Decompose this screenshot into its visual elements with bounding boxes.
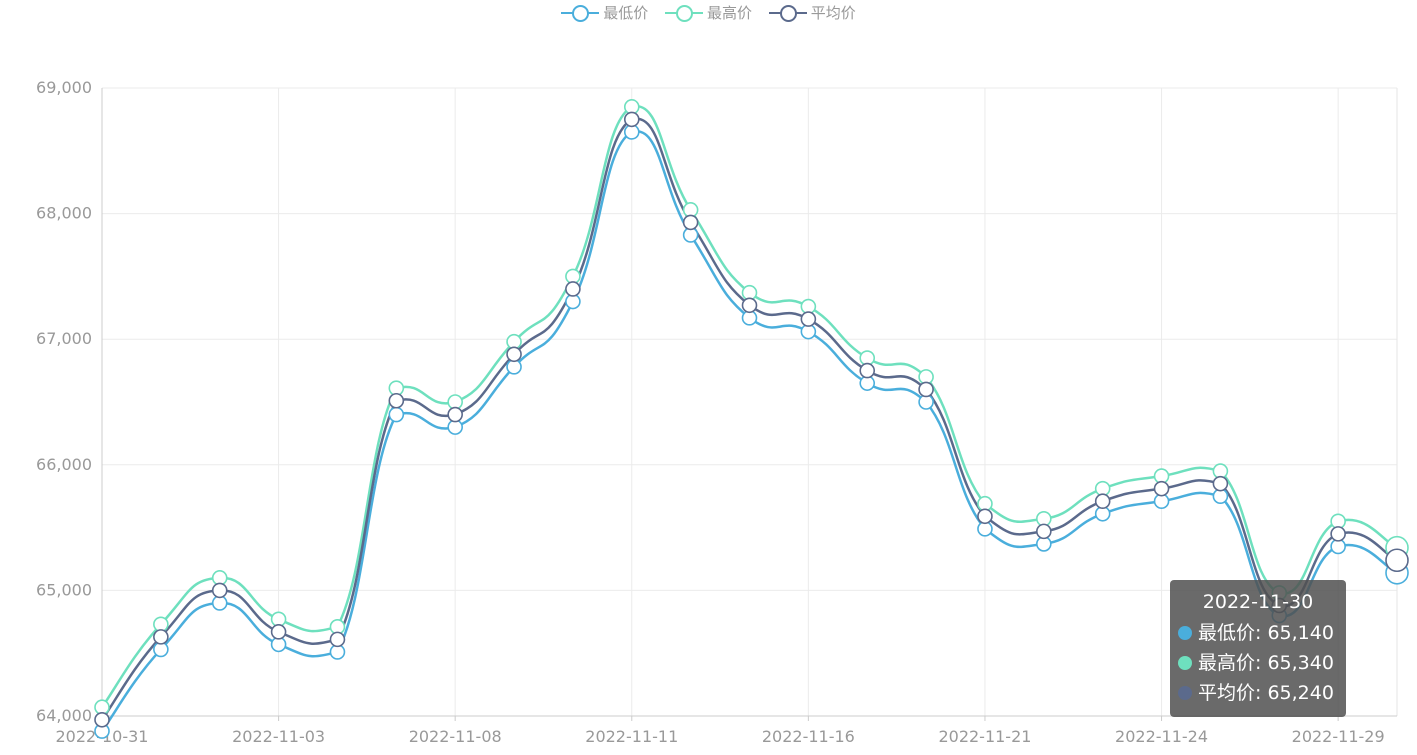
- data-point-avg[interactable]: [94, 711, 110, 728]
- data-point-avg[interactable]: [506, 346, 522, 363]
- legend-symbol-min: [561, 3, 600, 23]
- data-point-avg[interactable]: [800, 311, 817, 327]
- legend-symbol-max: [664, 3, 703, 23]
- data-point-avg[interactable]: [153, 629, 169, 645]
- data-point-avg[interactable]: [1212, 475, 1229, 492]
- tooltip-text-avg: 平均价: 65,240: [1198, 682, 1334, 704]
- chart-legend: 最低价 最高价 平均价: [0, 2, 1417, 27]
- series-points: [94, 99, 1409, 739]
- data-point-avg[interactable]: [329, 631, 346, 648]
- tooltip-row-max: 最高价: 65,340: [1178, 648, 1346, 678]
- data-point-avg[interactable]: [1094, 493, 1111, 510]
- x-tick-label: 2022-11-08: [409, 727, 502, 746]
- axes: 64,000 65,000 66,000 67,000 68,000 69,000 2022…: [36, 78, 1397, 746]
- data-point-avg[interactable]: [977, 508, 993, 525]
- data-point-avg[interactable]: [1153, 480, 1170, 497]
- chart-tooltip: 2022-11-30 最低价: 65,140 最高价: 65,340 平均价: …: [1170, 580, 1346, 717]
- legend-item-avg[interactable]: 平均价: [768, 2, 856, 23]
- y-tick-label: 66,000: [36, 455, 92, 474]
- tooltip-title: 2022-11-30: [1202, 591, 1314, 613]
- tooltip-dot-avg: [1178, 686, 1192, 700]
- x-tick-label: 2022-11-21: [938, 727, 1031, 746]
- y-tick-label: 64,000: [36, 706, 92, 725]
- tooltip-row-min: 最低价: 65,140: [1178, 618, 1346, 648]
- data-point-avg[interactable]: [623, 111, 640, 128]
- data-point-avg[interactable]: [1036, 523, 1052, 540]
- x-tick-label: 2022-11-03: [232, 727, 325, 746]
- data-point-avg[interactable]: [270, 624, 287, 640]
- y-tick-label: 68,000: [36, 204, 92, 223]
- tooltip-dot-min: [1178, 626, 1192, 640]
- tooltip-row-avg: 平均价: 65,240: [1178, 678, 1346, 708]
- legend-label-avg: 平均价: [810, 4, 856, 22]
- data-point-avg[interactable]: [741, 297, 758, 314]
- data-point-min[interactable]: [388, 406, 405, 423]
- data-point-avg[interactable]: [211, 582, 228, 599]
- y-tick-label: 69,000: [36, 78, 92, 97]
- data-point-avg[interactable]: [859, 362, 876, 379]
- x-tick-label: 2022-11-16: [762, 727, 855, 746]
- y-tick-label: 65,000: [36, 580, 92, 599]
- legend-label-min: 最低价: [603, 4, 649, 22]
- data-point-avg[interactable]: [388, 392, 405, 409]
- legend-label-max: 最高价: [706, 4, 752, 22]
- x-tick-label: 2022-11-29: [1292, 727, 1385, 746]
- legend-item-min[interactable]: 最低价: [561, 2, 648, 23]
- tooltip-text-max: 最高价: 65,340: [1198, 652, 1334, 674]
- data-point-avg[interactable]: [682, 214, 699, 231]
- legend-item-max[interactable]: 最高价: [664, 2, 752, 23]
- tooltip-dot-max: [1178, 656, 1192, 670]
- data-point-avg[interactable]: [918, 381, 934, 398]
- x-tick-label: 2022-11-24: [1115, 727, 1208, 746]
- tooltip-text-min: 最低价: 65,140: [1198, 622, 1334, 644]
- x-tick-label: 2022-11-11: [585, 727, 678, 746]
- data-point-avg[interactable]: [565, 281, 581, 297]
- legend-symbol-avg: [768, 3, 807, 23]
- data-point-avg[interactable]: [447, 406, 463, 423]
- data-point-avg[interactable]: [1385, 548, 1409, 573]
- data-point-avg[interactable]: [1330, 526, 1346, 542]
- y-tick-label: 67,000: [36, 329, 92, 348]
